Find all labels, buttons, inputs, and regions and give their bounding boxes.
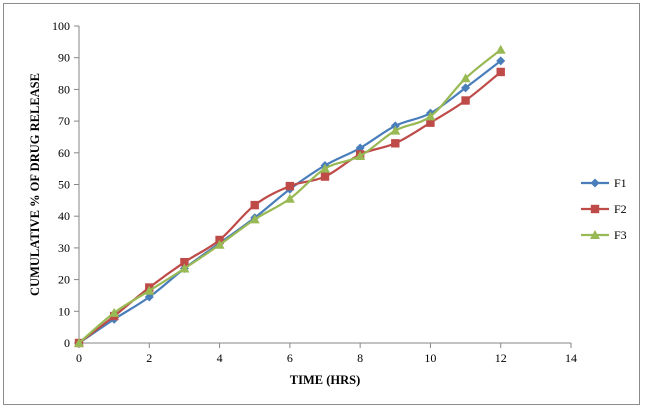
- data-point-f3: [460, 73, 471, 83]
- y-tick-label: 40: [58, 209, 70, 223]
- legend-entry-f2: F2: [581, 202, 627, 216]
- series-f3: [74, 44, 506, 347]
- line-chart: 0 10 20 30 40 50 60 70 80 90 100 0 2 4 6 8 10 12 14 TIME (…: [28, 19, 627, 387]
- legend-label: F2: [614, 202, 627, 216]
- data-point-f3: [74, 338, 84, 347]
- data-point-f1: [144, 292, 154, 302]
- data-point-f2: [391, 139, 400, 148]
- x-tick-label: 10: [424, 351, 436, 365]
- data-point-f3: [495, 44, 506, 54]
- y-tick-label: 80: [58, 82, 70, 96]
- data-point-f2: [180, 257, 189, 267]
- data-point-f3: [144, 285, 155, 295]
- legend-marker: [590, 230, 600, 239]
- data-point-f2: [250, 200, 259, 210]
- x-tick-label: 0: [76, 351, 82, 365]
- y-tick-label: 90: [58, 51, 70, 65]
- data-point-f1: [461, 83, 471, 93]
- data-point-f3: [179, 263, 190, 273]
- legend-entry-f3: F3: [581, 228, 627, 242]
- data-point-f2: [285, 181, 295, 191]
- chart-frame: 0 10 20 30 40 50 60 70 80 90 100 0 2 4 6 8 10 12 14 TIME (…: [3, 3, 640, 405]
- legend-label: F1: [614, 176, 627, 190]
- x-tick-label: 12: [495, 351, 507, 365]
- y-tick-label: 0: [64, 336, 70, 350]
- y-tick-label: 30: [58, 241, 70, 255]
- x-tick-label: 14: [565, 351, 577, 365]
- y-tick-label: 20: [58, 273, 70, 287]
- data-point-f3: [284, 193, 295, 203]
- data-point-f3: [355, 150, 366, 160]
- y-tick-label: 10: [58, 304, 70, 318]
- data-point-f3: [320, 163, 330, 173]
- data-point-f3: [390, 125, 401, 135]
- data-point-f1: [496, 56, 506, 66]
- x-tick-label: 4: [217, 351, 223, 365]
- y-tick-label: 70: [58, 114, 70, 128]
- data-point-f2: [320, 172, 330, 181]
- y-tick-label: 50: [58, 178, 70, 192]
- series-f2: [74, 67, 505, 348]
- legend-marker: [590, 178, 600, 188]
- x-axis-title: TIME (HRS): [290, 373, 361, 387]
- plot-area: [74, 44, 506, 348]
- x-tick-label: 8: [357, 351, 363, 365]
- data-point-f2: [496, 67, 505, 77]
- tick-labels: 0 10 20 30 40 50 60 70 80 90 100 0 2 4 6 8 10 12 14: [52, 19, 577, 365]
- x-tick-label: 2: [146, 351, 152, 365]
- legend: F1 F2 F3: [581, 176, 627, 242]
- x-tick-label: 6: [287, 351, 293, 365]
- y-tick-label: 100: [52, 19, 70, 33]
- data-point-f3: [109, 307, 120, 317]
- legend-entry-f1: F1: [581, 176, 627, 190]
- legend-label: F3: [614, 228, 627, 242]
- y-axis-title: CUMULATIVE % OF DRUG RELEASE: [28, 73, 42, 296]
- y-tick-label: 60: [58, 146, 70, 160]
- data-point-f3: [425, 111, 436, 121]
- data-point-f2: [461, 96, 470, 105]
- legend-marker: [590, 204, 600, 214]
- data-point-f3: [214, 239, 225, 249]
- data-point-f2: [426, 118, 435, 127]
- data-point-f3: [249, 214, 260, 224]
